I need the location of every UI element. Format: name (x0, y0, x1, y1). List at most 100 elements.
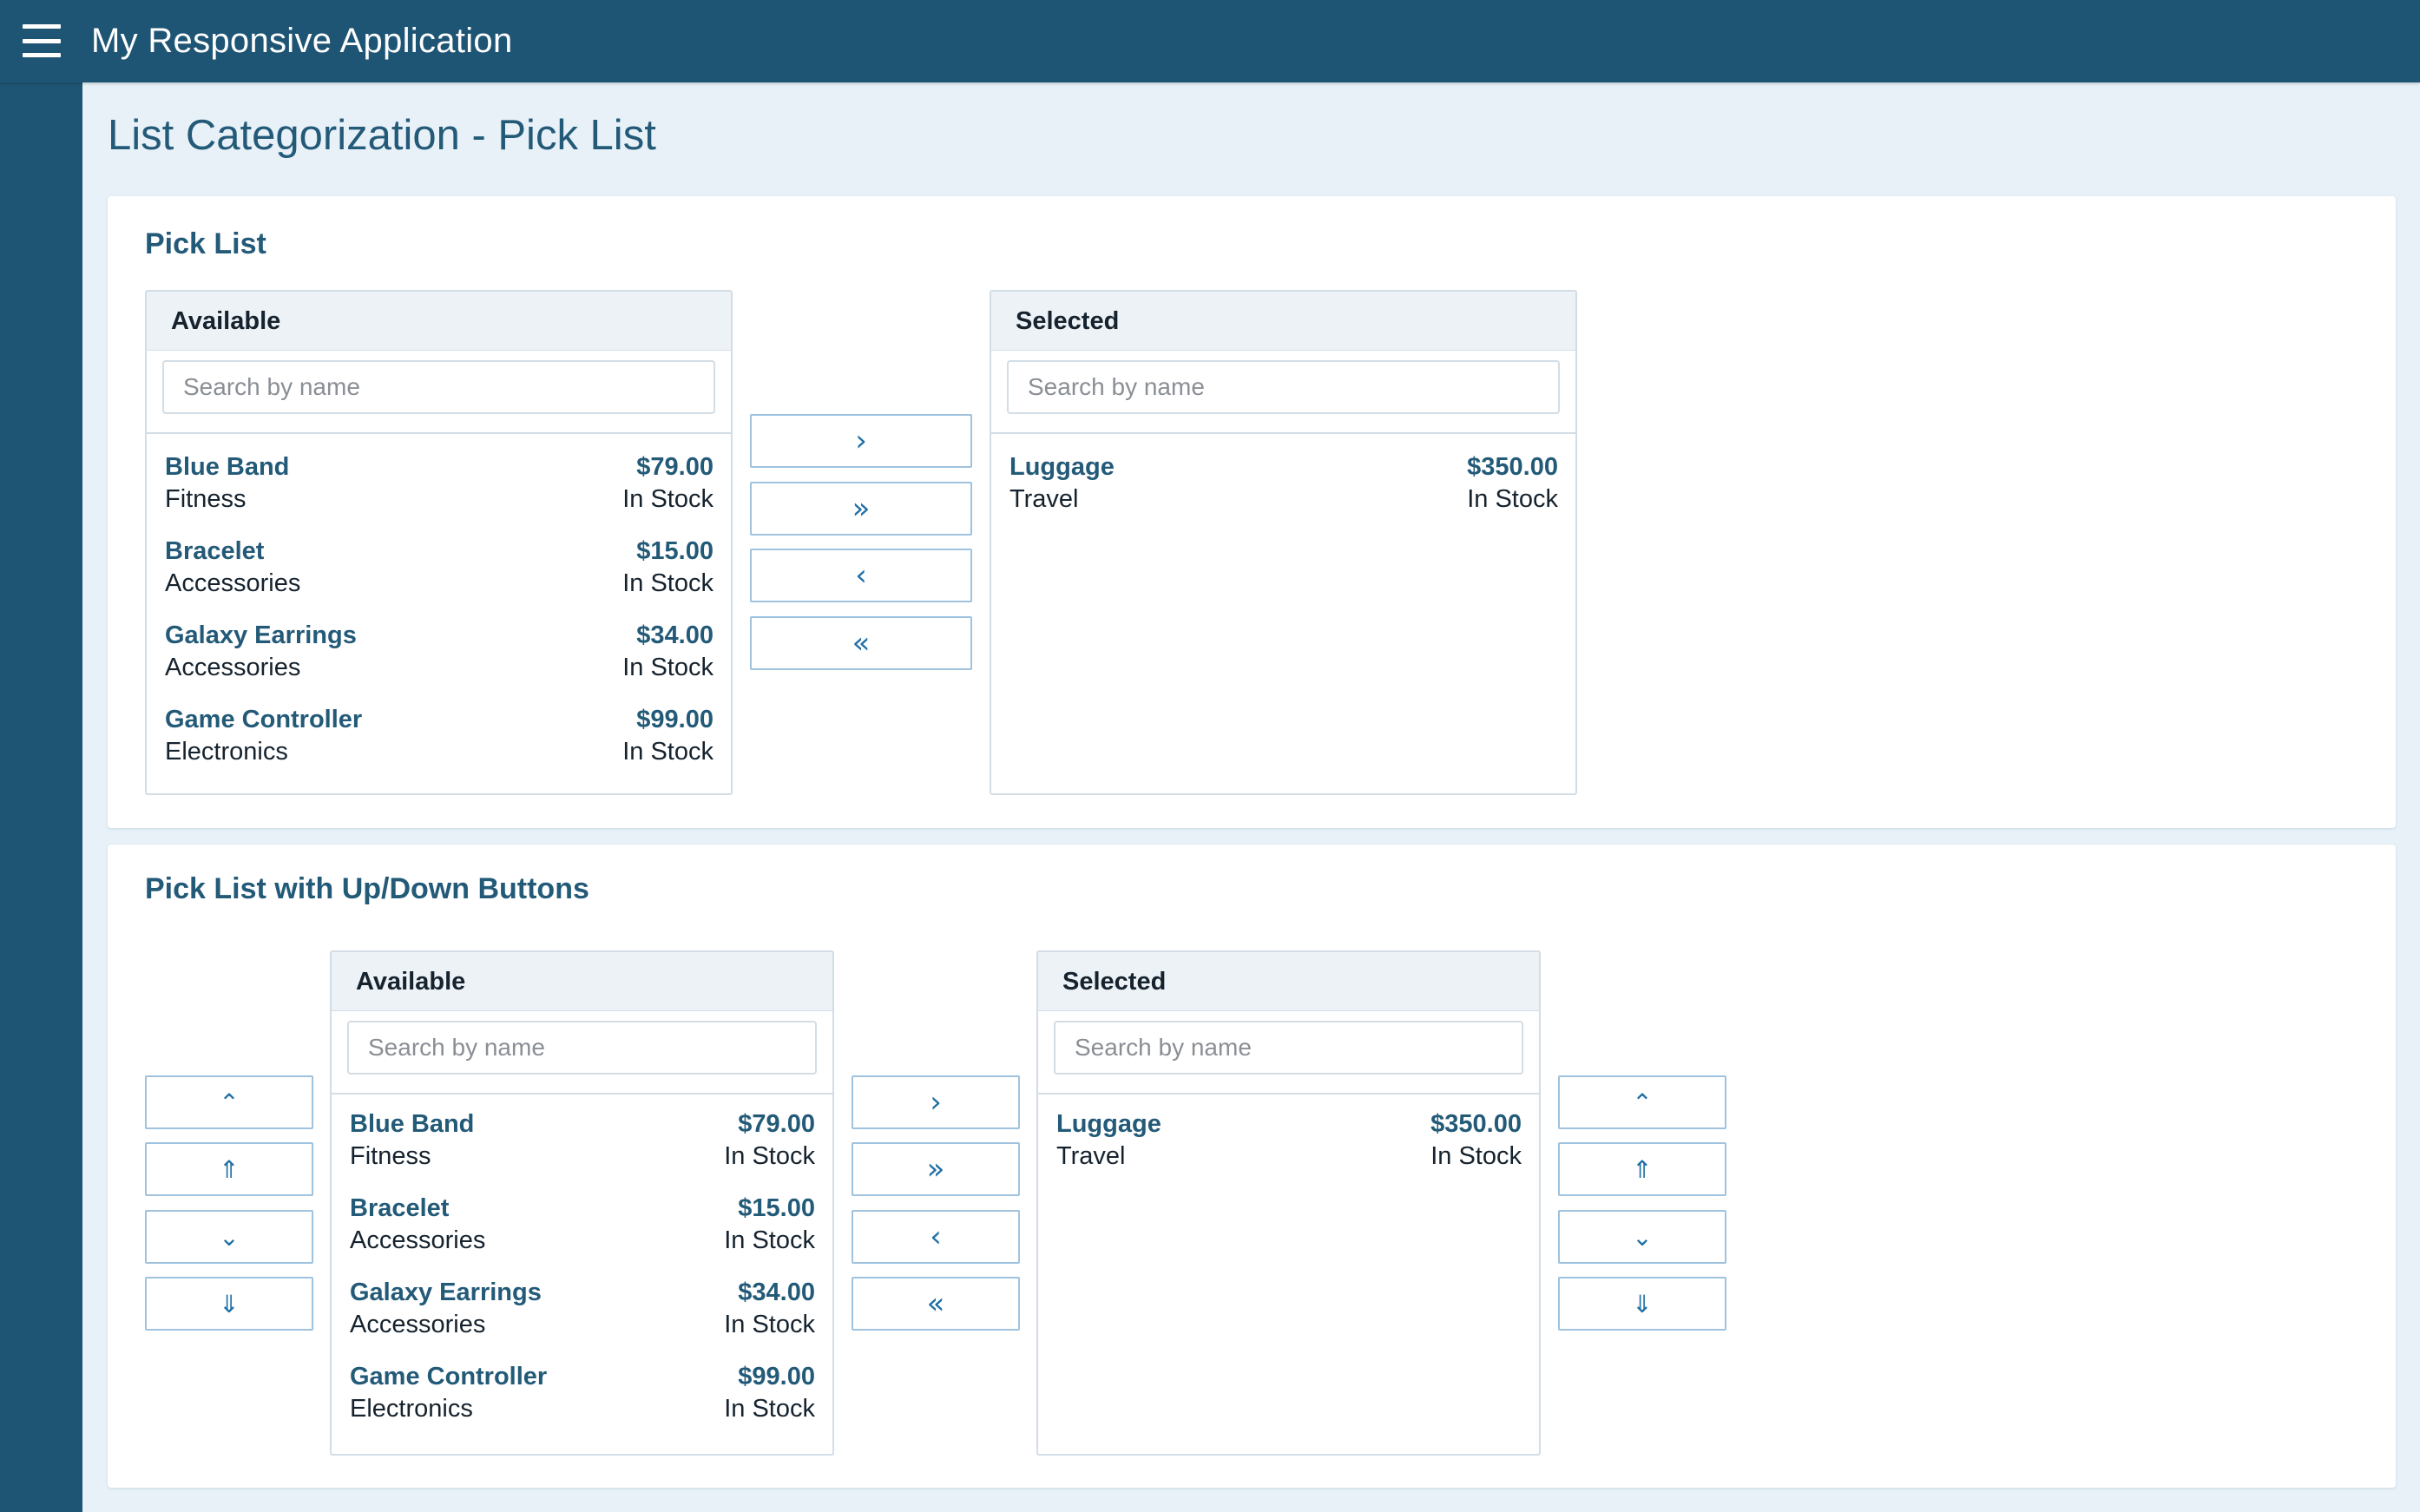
list-item[interactable]: Luggage $350.00 Travel In Stock (991, 434, 1575, 518)
selected-move-top-button[interactable]: ⇑ (1558, 1142, 1726, 1196)
move-to-available-button[interactable]: ‹ (750, 549, 972, 602)
chevron-down-icon: ⌄ (219, 1223, 240, 1252)
available-search-wrap (332, 1011, 832, 1095)
item-name: Blue Band (350, 1110, 475, 1138)
double-chevron-down-icon: ⇓ (1632, 1290, 1653, 1318)
double-chevron-up-icon: ⇑ (219, 1155, 240, 1184)
chevron-down-icon: ⌄ (1632, 1223, 1653, 1252)
list-item[interactable]: Game Controller $99.00 Electronics In Stoc… (147, 687, 731, 771)
list-item[interactable]: Blue Band $79.00 Fitness In Stock (147, 434, 731, 518)
selected-list: Selected Luggage $350.00 Travel In Stock (1036, 950, 1541, 1456)
chevron-left-icon: ‹ (930, 1219, 942, 1254)
move-all-to-available-button[interactable]: « (852, 1277, 1020, 1331)
item-category: Electronics (350, 1395, 473, 1423)
selected-search-wrap (991, 351, 1575, 434)
selected-search-wrap (1038, 1011, 1539, 1095)
move-down-button[interactable]: ⌄ (145, 1210, 313, 1264)
available-list-header: Available (147, 292, 731, 351)
item-category: Fitness (350, 1142, 431, 1170)
list-item[interactable]: Bracelet $15.00 Accessories In Stock (147, 518, 731, 602)
move-to-selected-button[interactable]: › (852, 1075, 1020, 1129)
item-price: $79.00 (636, 453, 714, 481)
double-chevron-right-icon: » (926, 1152, 945, 1187)
move-all-to-selected-button[interactable]: » (852, 1142, 1020, 1196)
move-all-to-selected-button[interactable]: » (750, 482, 972, 536)
available-search-wrap (147, 351, 731, 434)
item-price: $15.00 (636, 537, 714, 565)
sidebar (0, 82, 82, 1512)
item-name: Game Controller (165, 706, 363, 733)
move-to-available-button[interactable]: ‹ (852, 1210, 1020, 1264)
top-bar: My Responsive Application (0, 0, 2420, 82)
available-items: Blue Band $79.00 Fitness In Stock Bracelet… (332, 1095, 832, 1431)
item-category: Electronics (165, 738, 288, 766)
item-price: $99.00 (738, 1363, 815, 1390)
item-status: In Stock (724, 1142, 815, 1170)
item-status: In Stock (1467, 485, 1558, 513)
hamburger-menu-icon[interactable] (23, 24, 61, 57)
pick-list-title: Pick List (145, 227, 266, 260)
item-category: Accessories (350, 1226, 486, 1254)
move-all-to-available-button[interactable]: « (750, 616, 972, 670)
available-search-input[interactable] (347, 1021, 817, 1075)
item-price: $99.00 (636, 706, 714, 733)
item-name: Bracelet (350, 1194, 450, 1222)
item-name: Game Controller (350, 1363, 548, 1390)
item-status: In Stock (622, 654, 714, 681)
item-category: Accessories (165, 654, 301, 681)
list-item[interactable]: Galaxy Earrings $34.00 Accessories In Stoc… (147, 602, 731, 687)
double-chevron-down-icon: ⇓ (219, 1290, 240, 1318)
app-title: My Responsive Application (91, 22, 513, 60)
available-list: Available Blue Band $79.00 Fitness In Stoc… (330, 950, 834, 1456)
item-price: $350.00 (1430, 1110, 1522, 1138)
item-price: $34.00 (738, 1279, 815, 1306)
chevron-up-icon: ⌃ (1632, 1088, 1653, 1117)
item-status: In Stock (622, 485, 714, 513)
list-item[interactable]: Luggage $350.00 Travel In Stock (1038, 1095, 1539, 1179)
selected-list-header: Selected (991, 292, 1575, 351)
double-chevron-left-icon: « (852, 626, 871, 661)
item-status: In Stock (724, 1395, 815, 1423)
item-status: In Stock (622, 569, 714, 597)
item-category: Fitness (165, 485, 247, 513)
pick-list-updown-title: Pick List with Up/Down Buttons (145, 872, 589, 905)
selected-move-bottom-button[interactable]: ⇓ (1558, 1277, 1726, 1331)
available-items: Blue Band $79.00 Fitness In Stock Bracelet… (147, 434, 731, 771)
item-category: Travel (1056, 1142, 1126, 1170)
selected-move-down-button[interactable]: ⌄ (1558, 1210, 1726, 1264)
double-chevron-up-icon: ⇑ (1632, 1155, 1653, 1184)
list-item[interactable]: Game Controller $99.00 Electronics In Stoc… (332, 1347, 832, 1431)
list-item[interactable]: Bracelet $15.00 Accessories In Stock (332, 1179, 832, 1263)
item-status: In Stock (622, 738, 714, 766)
move-to-selected-button[interactable]: › (750, 414, 972, 468)
list-item[interactable]: Blue Band $79.00 Fitness In Stock (332, 1095, 832, 1179)
chevron-right-icon: › (855, 424, 867, 458)
available-list: Available Blue Band $79.00 Fitness In Stoc… (145, 290, 733, 795)
item-name: Luggage (1056, 1110, 1161, 1138)
chevron-right-icon: › (930, 1085, 942, 1120)
selected-list: Selected Luggage $350.00 Travel In Stock (990, 290, 1577, 795)
selected-move-up-button[interactable]: ⌃ (1558, 1075, 1726, 1129)
page-title: List Categorization - Pick List (108, 112, 656, 159)
item-status: In Stock (724, 1311, 815, 1338)
pick-list-updown-card: Pick List with Up/Down Buttons ⌃ ⇑ ⌄ ⇓ A… (108, 845, 2396, 1488)
item-status: In Stock (724, 1226, 815, 1254)
selected-search-input[interactable] (1007, 360, 1560, 414)
available-search-input[interactable] (162, 360, 715, 414)
item-price: $15.00 (738, 1194, 815, 1222)
move-bottom-button[interactable]: ⇓ (145, 1277, 313, 1331)
list-item[interactable]: Galaxy Earrings $34.00 Accessories In Stoc… (332, 1263, 832, 1347)
item-name: Bracelet (165, 537, 265, 565)
item-category: Accessories (350, 1311, 486, 1338)
item-name: Luggage (1009, 453, 1115, 481)
move-up-button[interactable]: ⌃ (145, 1075, 313, 1129)
move-top-button[interactable]: ⇑ (145, 1142, 313, 1196)
item-category: Travel (1009, 485, 1079, 513)
item-category: Accessories (165, 569, 301, 597)
item-price: $79.00 (738, 1110, 815, 1138)
item-name: Blue Band (165, 453, 290, 481)
selected-items: Luggage $350.00 Travel In Stock (991, 434, 1575, 518)
double-chevron-left-icon: « (926, 1286, 945, 1321)
double-chevron-right-icon: » (852, 491, 871, 526)
selected-search-input[interactable] (1054, 1021, 1523, 1075)
